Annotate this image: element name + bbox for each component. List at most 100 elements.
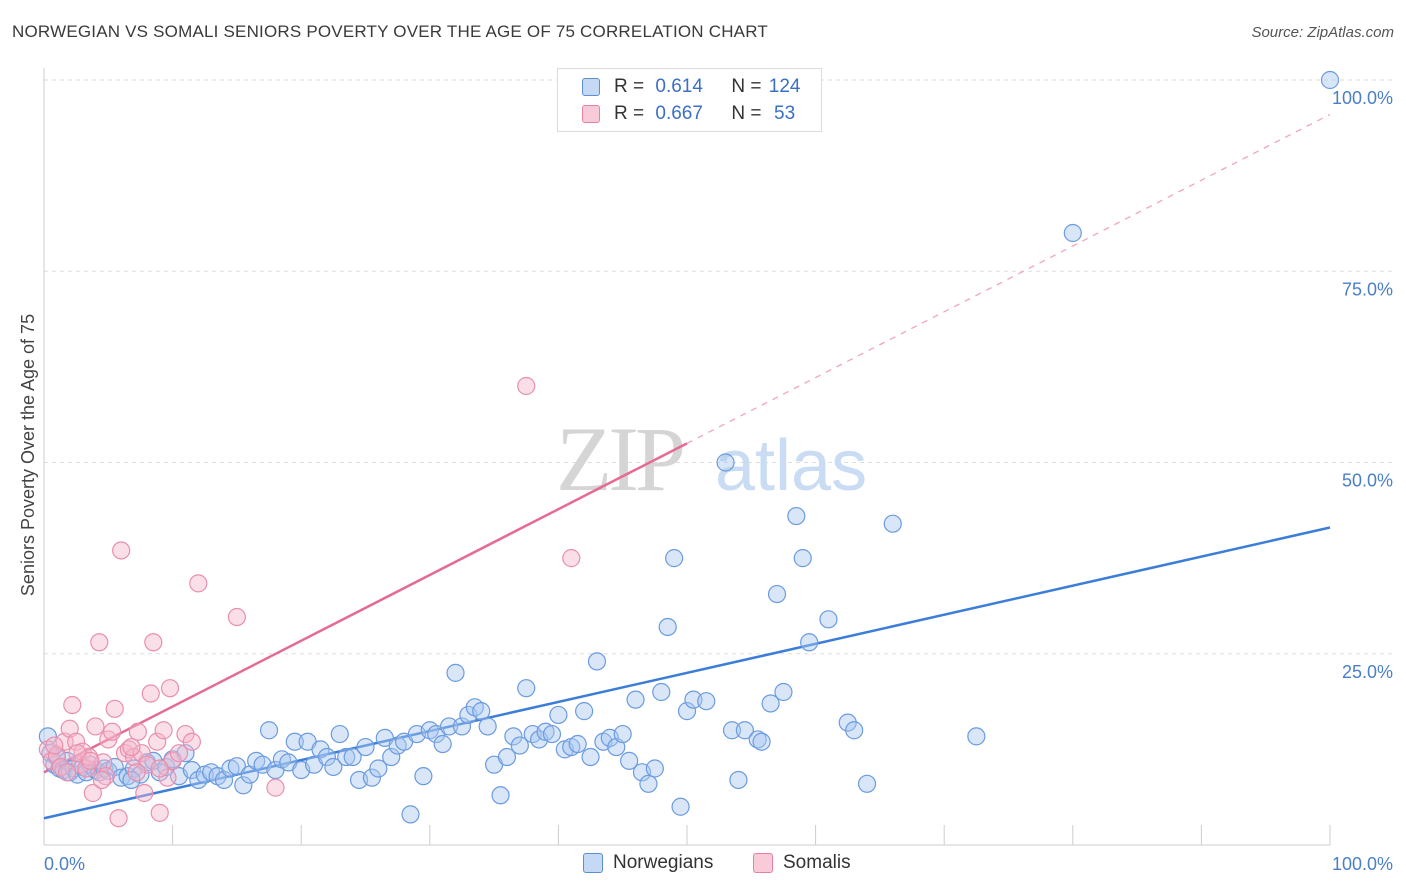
norwegian-point xyxy=(510,736,529,755)
legend-n-label: N = xyxy=(731,103,767,124)
norwegian-point xyxy=(356,737,375,757)
somali-point xyxy=(103,722,122,741)
norwegian-point xyxy=(793,549,812,568)
norwegian-point xyxy=(575,702,594,721)
legend-r-label: R = xyxy=(614,103,650,124)
norwegian-point xyxy=(549,705,568,725)
somali-point xyxy=(135,783,154,803)
norwegian-point xyxy=(626,690,645,709)
legend-row-somalis: R = 0.667 N = 53 xyxy=(582,102,795,126)
bottom-legend-somalis: Somalis xyxy=(753,852,851,874)
somali-point xyxy=(141,684,160,703)
norwegian-point xyxy=(620,751,639,770)
norwegian-point xyxy=(883,514,902,533)
norwegian-point xyxy=(787,506,806,526)
legend: R = 0.614 N = 124 R = 0.667 N = 53 xyxy=(557,68,822,132)
legend-row-norwegians: R = 0.614 N = 124 xyxy=(582,75,800,99)
norwegian-point xyxy=(800,633,819,652)
somali-point xyxy=(83,783,102,803)
somali-point xyxy=(517,376,536,396)
points-layer xyxy=(38,70,1340,828)
somali-point xyxy=(160,679,180,698)
norwegian-point xyxy=(645,759,664,778)
somali-point xyxy=(122,737,141,757)
norwegian-point xyxy=(658,617,677,637)
norwegian-point xyxy=(697,692,716,711)
norwegian-point xyxy=(729,770,748,790)
norwegian-point xyxy=(452,717,472,736)
bottom-legend-label: Norwegians xyxy=(613,852,714,873)
norwegian-point xyxy=(774,682,793,702)
bottom-legend-label: Somalis xyxy=(783,852,851,873)
norwegian-point xyxy=(767,584,787,604)
somali-point xyxy=(58,763,77,782)
somali-point xyxy=(92,770,111,790)
legend-r-value: 0.614 xyxy=(655,76,703,97)
norwegian-point xyxy=(362,768,382,787)
somali-point xyxy=(132,744,151,763)
norwegian-point xyxy=(677,702,697,721)
somali-point xyxy=(182,732,201,751)
y-axis-label: Seniors Poverty Over the Age of 75 xyxy=(18,314,38,596)
norwegian-point xyxy=(652,682,671,702)
norwegian-point xyxy=(735,721,754,740)
somali-point xyxy=(63,695,82,715)
norwegian-point xyxy=(414,767,433,786)
somali-point xyxy=(169,744,189,763)
somali-point xyxy=(562,549,581,568)
somali-point xyxy=(150,759,169,778)
norwegian-point xyxy=(401,805,420,824)
bottom-legend-swatch-pink xyxy=(753,853,773,873)
norwegian-point xyxy=(343,747,362,767)
somali-point xyxy=(144,633,163,652)
norwegian-point xyxy=(227,757,246,776)
somali-trend-extension xyxy=(686,113,1331,444)
x-tick-label: 100.0% xyxy=(1332,854,1393,874)
somali-point xyxy=(150,803,169,822)
somali-point xyxy=(148,732,167,751)
somali-point xyxy=(127,763,146,782)
norwegian-point xyxy=(324,757,343,777)
trend-layer xyxy=(43,113,1331,820)
norwegian-point xyxy=(337,747,356,767)
somali-point xyxy=(128,722,147,741)
norwegian-point xyxy=(1320,70,1340,90)
x-tick-label: 0.0% xyxy=(44,854,85,874)
somali-point xyxy=(90,633,109,652)
norwegian-point xyxy=(472,702,491,721)
somali-point xyxy=(67,732,86,751)
somali-point xyxy=(45,736,64,755)
norwegian-point xyxy=(857,774,877,793)
bottom-legend-swatch-blue xyxy=(583,853,603,873)
norwegian-point xyxy=(671,797,690,816)
y-tick-label: 75.0% xyxy=(1342,279,1393,299)
norwegian-point xyxy=(665,549,684,568)
somali-point xyxy=(158,768,177,787)
norwegian-point xyxy=(613,724,632,744)
norwegian-point xyxy=(285,732,304,751)
norwegian-point xyxy=(234,776,253,795)
bottom-legend: Norwegians Somalis xyxy=(0,852,1406,876)
watermark-zip: ZIP xyxy=(556,408,683,510)
somali-point xyxy=(81,751,100,770)
somali-point xyxy=(189,574,208,593)
norwegian-point xyxy=(369,759,388,778)
somali-point xyxy=(227,607,246,627)
chart-title: NORWEGIAN VS SOMALI SENIORS POVERTY OVER… xyxy=(12,22,768,41)
norwegian-point xyxy=(259,721,279,740)
legend-swatch-pink xyxy=(582,105,600,123)
legend-n-label: N = xyxy=(731,76,767,97)
legend-n-value: 53 xyxy=(768,103,796,124)
norwegian-point xyxy=(214,770,234,790)
norwegian-point xyxy=(382,747,401,767)
y-tick-label: 100.0% xyxy=(1332,88,1393,108)
y-tick-label: 50.0% xyxy=(1342,471,1393,491)
norwegian-point xyxy=(581,747,600,767)
norwegian-point xyxy=(497,747,517,767)
norwegian-point xyxy=(639,774,658,793)
somali-trend-line xyxy=(43,442,688,774)
y-tick-label: 25.0% xyxy=(1342,662,1393,682)
legend-swatch-blue xyxy=(582,78,600,96)
norwegian-point xyxy=(587,652,607,671)
